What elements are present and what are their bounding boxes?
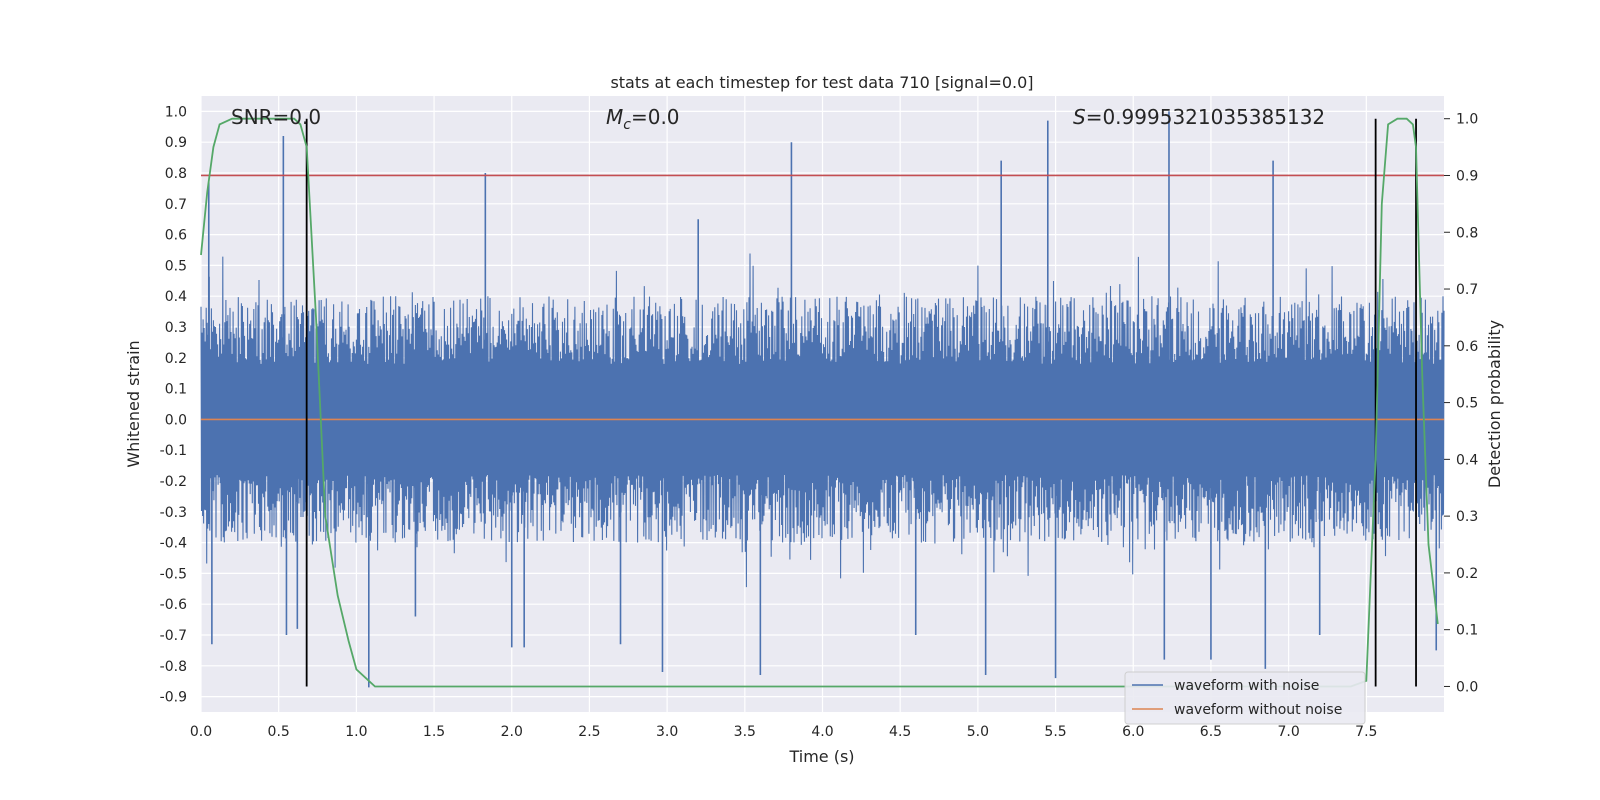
y-axis-label: Whitened strain: [124, 340, 143, 467]
x-tick-label: 2.0: [501, 724, 523, 740]
x-tick-label: 4.5: [889, 724, 911, 740]
y-axis-ticks: 1.0 0.9 0.8 0.7 0.6 0.5 0.4 0.3 0.2 0.1 0.0 -0.1 -0.…: [160, 104, 187, 705]
y-tick-label: 0.1: [165, 382, 187, 398]
x-tick-label: 7.5: [1355, 724, 1377, 740]
x-tick-label: 0.5: [268, 724, 290, 740]
y-tick-label: -0.1: [160, 443, 187, 459]
y-tick-label: -0.4: [160, 536, 187, 552]
x-tick-label: 5.0: [967, 724, 989, 740]
y-tick-label: 0.8: [165, 166, 187, 182]
y2-tick-label: 0.0: [1456, 679, 1478, 695]
waveform-with-noise-line: [200, 253, 1445, 588]
x-tick-label: 1.5: [423, 724, 445, 740]
y-tick-label: 0.9: [165, 135, 187, 151]
y-tick-label: -0.8: [160, 659, 187, 675]
y-tick-label: -0.2: [160, 474, 187, 490]
y2-tick-label: 0.2: [1456, 566, 1478, 582]
y-tick-label: 0.4: [165, 289, 187, 305]
y-tick-label: 0.2: [165, 351, 187, 367]
y-tick-label: 0.0: [165, 412, 187, 428]
y-tick-label: -0.9: [160, 690, 187, 706]
legend-box: [1124, 671, 1366, 725]
x-tick-label: 6.0: [1122, 724, 1144, 740]
x-tick-label: 4.0: [811, 724, 833, 740]
y2-tick-label: 0.5: [1456, 396, 1478, 412]
y-tick-label: -0.6: [160, 597, 187, 613]
x-tick-label: 6.5: [1200, 724, 1222, 740]
y-tick-label: 0.5: [165, 258, 187, 274]
x-tick-label: 1.0: [345, 724, 367, 740]
detection-probability-line: [200, 117, 1439, 688]
y-tick-label: -0.5: [160, 566, 187, 582]
mc-value: =0.0: [631, 105, 680, 129]
mc-symbol: M: [606, 105, 623, 129]
score-annotation: S=0.9995321035385132: [1073, 105, 1325, 129]
x-tick-label: 3.0: [656, 724, 678, 740]
legend-label-noise: waveform with noise: [1174, 678, 1319, 694]
y2-tick-label: 0.4: [1456, 452, 1478, 468]
legend-label-clean: waveform without noise: [1174, 702, 1342, 718]
chart-title: stats at each timestep for test data 710…: [610, 73, 1033, 92]
legend: waveform with noise waveform without noi…: [1124, 671, 1366, 725]
x-axis-ticks: 0.0 0.5 1.0 1.5 2.0 2.5 3.0 3.5 4.0 4.5 5.0 5.5 6.0 6…: [190, 724, 1378, 740]
y2-tick-label: 0.8: [1456, 225, 1478, 241]
y2-tick-label: 1.0: [1456, 112, 1478, 128]
y-tick-label: -0.3: [160, 505, 187, 521]
x-tick-label: 2.5: [578, 724, 600, 740]
x-axis-label: Time (s): [788, 747, 854, 766]
chirp-mass-annotation: Mc=0.0: [606, 105, 680, 133]
series-waveform-with-noise: [200, 111, 1445, 688]
x-tick-label: 3.5: [734, 724, 756, 740]
y2-tick-label: 0.6: [1456, 339, 1478, 355]
x-tick-label: 5.5: [1044, 724, 1066, 740]
y2-axis-ticks: 1.0 0.9 0.8 0.7 0.6 0.5 0.4 0.3 0.2 0.1 0.0: [1444, 112, 1478, 695]
y2-tick-label: 0.1: [1456, 623, 1478, 639]
y-tick-label: 0.7: [165, 197, 187, 213]
y2-tick-label: 0.3: [1456, 509, 1478, 525]
s-symbol: S: [1073, 105, 1086, 129]
y-tick-label: 1.0: [165, 104, 187, 120]
x-tick-label: 0.0: [190, 724, 212, 740]
y2-axis-label: Detection probability: [1485, 320, 1504, 488]
y2-tick-label: 0.7: [1456, 282, 1478, 298]
y2-tick-label: 0.9: [1456, 168, 1478, 184]
snr-annotation: SNR=0.0: [231, 105, 321, 129]
x-tick-label: 7.0: [1277, 724, 1299, 740]
y-tick-label: -0.7: [160, 628, 187, 644]
detection-markers: [305, 118, 1417, 687]
y-tick-label: 0.3: [165, 320, 187, 336]
y-tick-label: 0.6: [165, 228, 187, 244]
s-value: =0.9995321035385132: [1086, 105, 1325, 129]
series-detection-probability: [200, 117, 1439, 688]
mc-subscript: c: [623, 117, 631, 133]
